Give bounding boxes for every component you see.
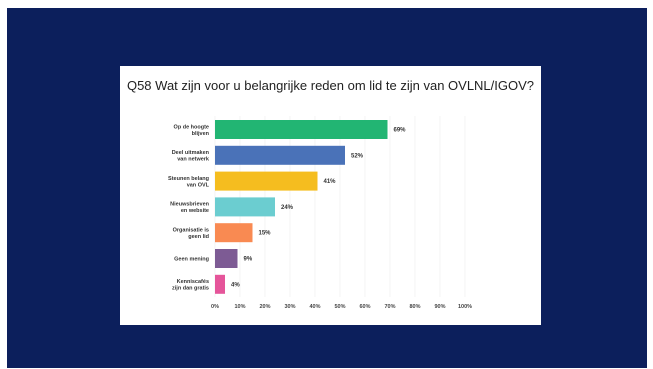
chart-title: Q58 Wat zijn voor u belangrijke reden om… [126,78,535,93]
x-tick-label: 90% [434,304,445,310]
category-label: Op de hoogte blijven [174,124,210,137]
x-tick-label: 40% [309,304,320,310]
x-tick-label: 50% [334,304,345,310]
bar [215,171,318,191]
chart-card: Q58 Wat zijn voor u belangrijke reden om… [120,66,541,325]
category-label: Nieuwsbrieven en website [170,202,209,215]
bar [215,249,238,268]
value-label: 52% [351,153,364,159]
x-tick-label: 20% [259,304,270,310]
bar [215,197,275,217]
presentation-slide: Q58 Wat zijn voor u belangrijke reden om… [7,8,647,368]
bar-chart: 0% 10% 20% 30% 40% 50% 60% 70% 80% 90% 100% Op de h… [168,116,472,310]
x-tick-label: 10% [234,304,245,310]
x-tick-label: 100% [458,304,472,310]
value-label: 9% [244,257,253,263]
x-tick-label: 30% [284,304,295,310]
category-label: Deel uitmaken van netwerk [172,150,210,163]
x-tick-label: 70% [384,304,395,310]
x-tick-label: 60% [359,304,370,310]
bar [215,223,253,243]
value-label: 15% [259,231,272,237]
value-label: 4% [231,282,240,288]
x-tick-label: 80% [409,304,420,310]
x-tick-label: 0% [211,304,219,310]
bar [215,145,345,165]
value-label: 24% [281,205,294,211]
category-label: Geen mening [174,257,209,263]
value-label: 41% [324,179,337,185]
labels: 0% 10% 20% 30% 40% 50% 60% 70% 80% 90% 100% Op de h… [168,124,472,310]
category-label: Organisatie is geen lid [173,227,209,240]
bar [215,120,388,139]
value-label: 69% [394,128,407,134]
bar [215,274,225,294]
category-label: Steunen belang van OVL [168,176,210,189]
category-label: Kenniscafés zijn dan gratis [172,279,209,292]
bars [215,120,388,294]
